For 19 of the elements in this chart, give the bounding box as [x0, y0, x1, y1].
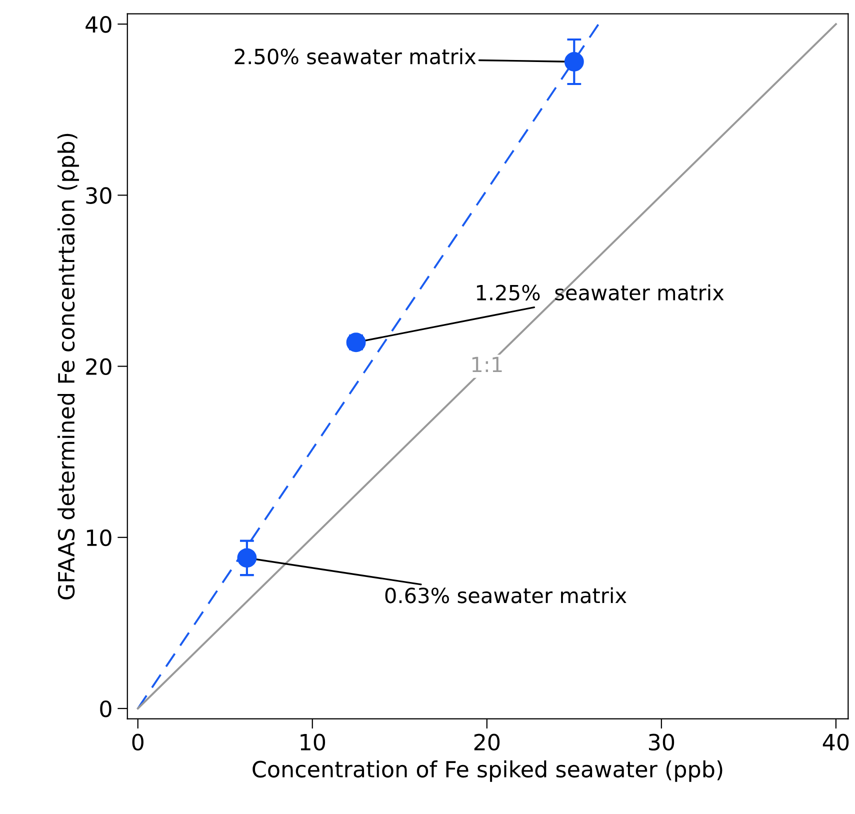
series-label: 1:1	[472, 356, 502, 372]
point	[237, 548, 257, 568]
y-tick-label: 10	[86, 529, 112, 546]
y-tick-label: 40	[86, 16, 112, 33]
x-tick-label: 10	[300, 734, 326, 751]
x-tick-label: 30	[648, 734, 674, 751]
x-tick-label: 40	[822, 734, 849, 751]
y-tick-label: 30	[86, 187, 112, 204]
y-tick-label: 0	[100, 700, 112, 718]
point	[346, 332, 366, 352]
x-tick-label: 0	[132, 734, 144, 751]
annotation: 0.63% seawater matrix	[385, 587, 626, 604]
point	[564, 52, 584, 72]
annotation: 1.25% seawater matrix	[476, 284, 724, 300]
x-axis-title: Concentration of Fe spiked seawater (ppb)	[252, 760, 722, 782]
annotation: 2.50% seawater matrix	[234, 48, 476, 64]
y-axis-title: GFAAS determined Fe concentrtaion (ppb)	[57, 134, 79, 600]
x-tick-label: 20	[474, 734, 500, 751]
y-tick-label: 20	[86, 358, 112, 376]
